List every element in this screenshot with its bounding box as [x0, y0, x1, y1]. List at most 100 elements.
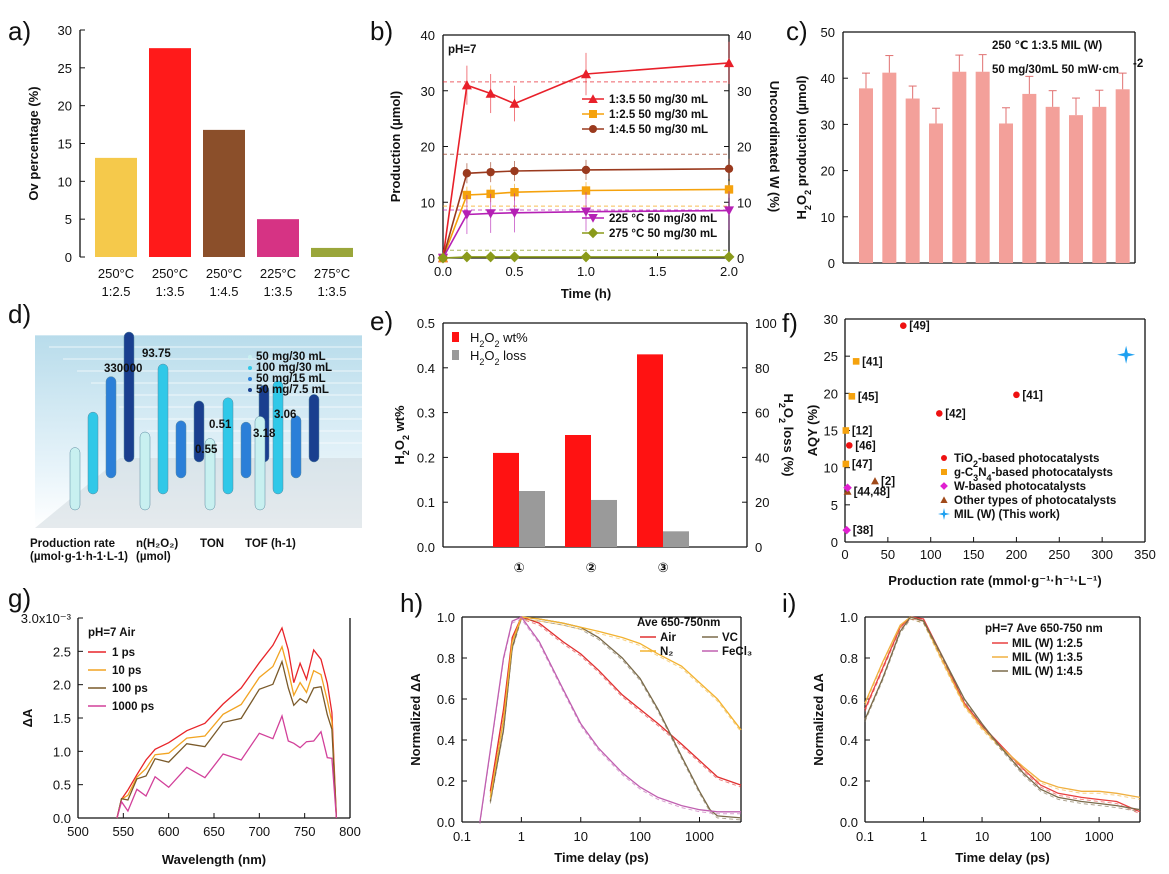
data-point	[871, 477, 879, 485]
legend-label: 1000 ps	[112, 701, 154, 713]
y2-tick-label: 30	[737, 84, 751, 99]
legend-marker	[589, 110, 597, 118]
value-annotation: 0.51	[209, 419, 232, 431]
bar	[975, 71, 990, 264]
chart-title: 250 ℃ 1:3.5 MIL (W)	[992, 40, 1102, 52]
legend-label: 275 °C 50 mg/30 mL	[609, 228, 717, 240]
bar	[157, 363, 169, 495]
legend-label: H2O2 loss	[470, 348, 527, 367]
data-point	[510, 166, 519, 176]
x-tick-label: 100	[920, 547, 942, 562]
y2-axis-label-part: 2	[777, 418, 787, 423]
panel-g: g) 0.0 0.5 1.0 1.5 2.0 2.5 3.0x10⁻³ 500 550 600 650…	[8, 583, 361, 867]
legend-label: TiO2-based photocatalysts	[954, 453, 1099, 469]
data-point	[1013, 391, 1020, 399]
series-line	[116, 713, 338, 819]
y-tick-label: 0.6	[840, 692, 858, 707]
legend-swatch	[452, 332, 459, 342]
data-point	[486, 167, 495, 177]
legend-marker	[248, 366, 252, 370]
legend-marker	[941, 469, 947, 475]
x-tick-label: TOF (h-1)	[245, 538, 296, 550]
panel-label: d)	[8, 299, 31, 329]
series-line	[442, 62, 730, 259]
panel-annotation: Ave 650-750nm	[637, 617, 720, 629]
legend-label-part: -based photocatalysts	[978, 453, 1099, 465]
point-label: [49]	[909, 321, 930, 333]
y2-tick-label: 10	[737, 195, 751, 210]
bar	[175, 420, 187, 479]
y2-tick-label: 80	[755, 361, 769, 376]
panel-a: a) 0 5 10 15 20 25 30 250°C 1:2.5 250°C 1:3.5 250°C 1…	[8, 16, 353, 299]
point-label: [47]	[852, 459, 873, 471]
chart-title: 50 mg/30mL 50 mW·cm	[992, 64, 1119, 76]
series-line	[116, 644, 338, 819]
y2-tick-label: 40	[737, 28, 751, 43]
point-label: [38]	[853, 525, 874, 537]
data-point	[935, 410, 943, 417]
panel-label: a)	[8, 16, 31, 46]
data-point	[580, 68, 592, 79]
legend-label-part: 2	[495, 357, 500, 367]
data-point	[485, 251, 497, 263]
legend-label: MIL (W) (This work)	[954, 509, 1060, 521]
bar	[149, 48, 191, 257]
data-point	[581, 186, 591, 195]
y-tick-label: 0	[65, 250, 72, 265]
bar	[882, 72, 897, 263]
y-tick-label: 10	[824, 461, 838, 476]
fit-line	[479, 618, 741, 825]
y2-tick-label: 60	[755, 406, 769, 421]
legend-label: MIL (W) 1:4.5	[1012, 666, 1083, 678]
bar	[308, 394, 320, 463]
y2-tick-label: 20	[755, 495, 769, 510]
y-tick-label: 0.4	[840, 733, 858, 748]
bar	[222, 397, 234, 495]
y-axis-label-part: H	[392, 455, 407, 464]
x-axis-label: Production rate (mmol·g⁻¹·h⁻¹·L⁻¹)	[888, 573, 1101, 588]
y-tick-label: 1.5	[53, 711, 71, 726]
series-line	[489, 616, 742, 792]
y-tick-label: 20	[58, 99, 72, 114]
data-point	[581, 165, 591, 175]
legend-marker	[248, 377, 252, 381]
bar	[1069, 115, 1083, 263]
x-tick-label: Production rate	[30, 538, 115, 550]
legend-label-part: loss	[500, 348, 527, 363]
data-point	[842, 525, 852, 535]
bar	[565, 435, 591, 547]
y-tick-label: 0.1	[417, 495, 435, 510]
legend-label-part: 2	[495, 339, 500, 349]
legend-label: 50 mg/15 mL	[256, 373, 326, 385]
value-annotation: 3.06	[274, 409, 296, 421]
x-tick-label: 650	[203, 824, 225, 839]
legend-marker	[940, 496, 948, 503]
bar	[69, 447, 81, 511]
x-tick-label: 10	[975, 829, 989, 844]
x-tick-label: 1:4.5	[210, 284, 239, 299]
series-line	[479, 616, 741, 823]
value-annotation: 93.75	[142, 348, 171, 360]
legend-label-part: MIL (W) (This work)	[954, 509, 1060, 521]
panel-label: g)	[8, 583, 31, 613]
y-tick-label: 0	[828, 256, 835, 271]
legend-label-part: wt%	[500, 330, 529, 345]
bar	[203, 129, 245, 257]
y-tick-label: 25	[824, 349, 838, 364]
y-axis-label: H2O2 production (µmol)	[794, 76, 813, 220]
legend-label-part: 4	[987, 473, 992, 483]
legend-label: 1:2.5 50 mg/30 mL	[609, 109, 708, 121]
fit-line	[489, 618, 742, 800]
series-line	[442, 188, 730, 259]
data-point	[1117, 345, 1136, 364]
y-tick-label: 20	[821, 164, 835, 179]
x-tick-label: 500	[67, 824, 89, 839]
x-axis-label: Time delay (ps)	[955, 850, 1049, 865]
x-tick-label: ①	[513, 560, 524, 575]
legend-label: 1:4.5 50 mg/30 mL	[609, 124, 708, 136]
legend-label-part: N	[978, 467, 986, 479]
legend-label-part: H	[470, 330, 479, 345]
legend-label-part: TiO	[954, 453, 973, 465]
